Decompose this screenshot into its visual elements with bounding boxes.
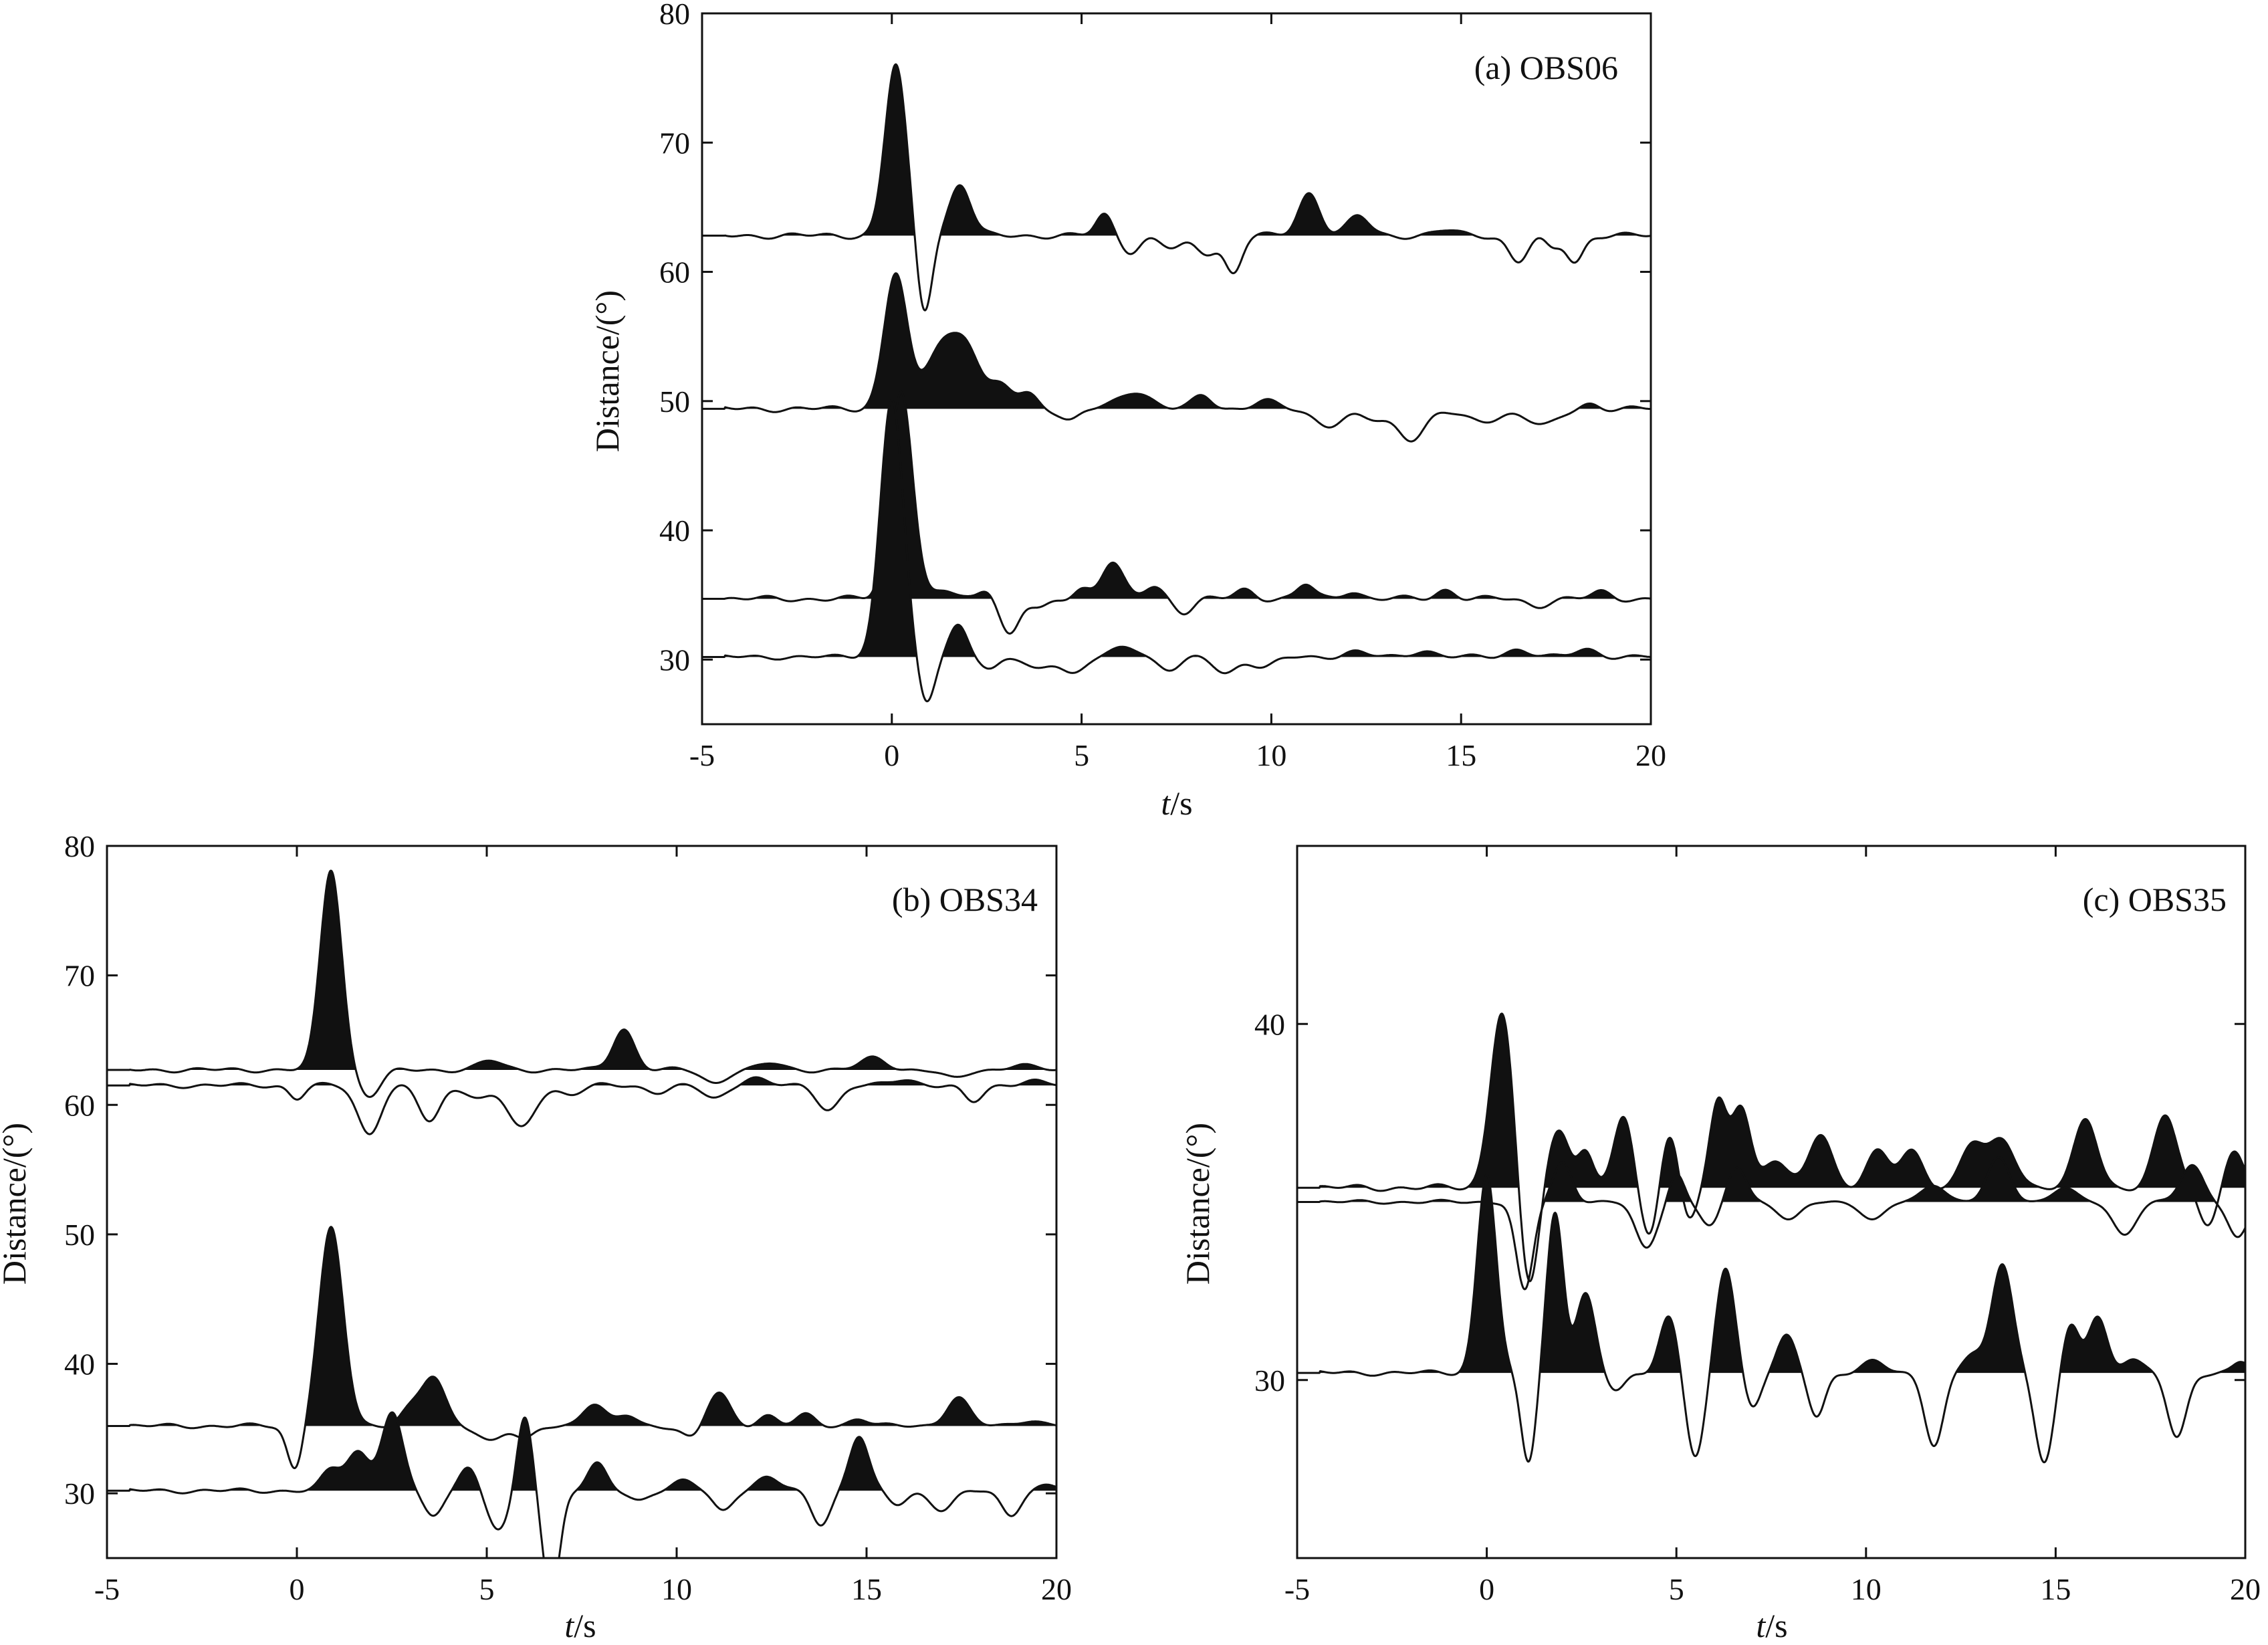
trace-group (1297, 1012, 2245, 1464)
y-axis-label: Distance/(°) (0, 1123, 33, 1285)
x-tick-label: -5 (94, 1572, 120, 1606)
x-tick-label: 0 (1479, 1572, 1494, 1606)
x-tick-label: 15 (851, 1572, 882, 1606)
x-tick-label: 5 (479, 1572, 495, 1606)
trace-fill-2 (107, 1226, 1056, 1426)
x-axis-label-unit: /s (1170, 784, 1192, 822)
y-tick-label: 80 (659, 0, 690, 31)
x-tick-label: 10 (661, 1572, 692, 1606)
x-tick-label: -5 (689, 738, 715, 772)
y-tick-label: 70 (659, 126, 690, 160)
panel-title: (a) OBS06 (1474, 49, 1618, 86)
y-tick-label: 40 (64, 1347, 95, 1382)
x-tick-label: 20 (1041, 1572, 1072, 1606)
x-tick-label: 20 (1635, 738, 1666, 772)
axis-ticks: -5 0 5 10 15 20 30 40 50 60 70 80 (64, 829, 1072, 1606)
y-tick-label: 50 (659, 385, 690, 419)
x-axis-label-unit: /s (1765, 1607, 1787, 1644)
x-tick-label: -5 (1284, 1572, 1310, 1606)
y-tick-label: 70 (64, 959, 95, 993)
trace-fill-0 (702, 64, 1651, 236)
trace-line-1 (107, 1076, 1056, 1135)
trace-line-2 (107, 1226, 1056, 1469)
trace-group (107, 869, 1056, 1558)
trace-line-0 (107, 869, 1056, 1098)
y-tick-label: 40 (1254, 1007, 1285, 1041)
y-tick-label: 40 (659, 514, 690, 548)
y-tick-label: 60 (64, 1088, 95, 1122)
panel-c-obs35: (c) OBS35 Distance/(°) t/s -5 0 5 10 15 20 30 4… (1179, 845, 2261, 1644)
trace-line-0 (1297, 1012, 2245, 1283)
x-axis-label-var: t (1756, 1607, 1766, 1644)
x-tick-label: 15 (1446, 738, 1476, 772)
seismogram-traces (107, 869, 1056, 1558)
y-tick-label: 30 (659, 643, 690, 677)
x-tick-label: 5 (1074, 738, 1089, 772)
trace-fill-2 (1297, 1174, 2245, 1374)
y-tick-label: 60 (659, 255, 690, 290)
x-axis-label: t/s (1756, 1607, 1787, 1644)
trace-fill-1 (1297, 1157, 2245, 1202)
trace-line-2 (1297, 1174, 2245, 1464)
trace-line-3 (702, 399, 1651, 703)
trace-line-2 (702, 391, 1651, 635)
trace-line-0 (702, 63, 1651, 312)
y-tick-label: 50 (64, 1218, 95, 1252)
x-tick-label: 0 (290, 1572, 305, 1606)
trace-fill-0 (107, 871, 1056, 1070)
panel-title: (b) OBS34 (892, 881, 1038, 918)
trace-fill-2 (702, 392, 1651, 599)
plot-frame (701, 12, 1652, 726)
panel-a-obs06: (a) OBS06 Distance/(°) t/s -5 0 5 10 15 20 30 4… (588, 0, 1666, 822)
panel-b-obs34: (b) OBS34 Distance/(°) t/s -5 0 5 10 15 20 30 4… (0, 829, 1072, 1644)
y-tick-label: 30 (64, 1476, 95, 1511)
y-tick-label: 80 (64, 829, 95, 863)
panel-title: (c) OBS35 (2083, 881, 2227, 918)
trace-group (702, 63, 1651, 703)
x-tick-label: 15 (2040, 1572, 2071, 1606)
x-axis-label-var: t (1161, 784, 1171, 822)
trace-fill-3 (107, 1412, 1056, 1491)
trace-fill-3 (702, 399, 1651, 657)
seismogram-traces (1297, 1012, 2245, 1464)
trace-line-3 (107, 1411, 1056, 1558)
axis-ticks: -5 0 5 10 15 20 30 40 (1254, 846, 2261, 1606)
x-axis-label-unit: /s (574, 1607, 596, 1644)
x-tick-label: 20 (2230, 1572, 2261, 1606)
x-tick-label: 0 (884, 738, 899, 772)
axis-ticks: -5 0 5 10 15 20 30 40 50 60 70 80 (659, 0, 1666, 772)
y-axis-label: Distance/(°) (1179, 1123, 1216, 1285)
y-axis-label: Distance/(°) (588, 290, 626, 452)
x-tick-label: 10 (1256, 738, 1286, 772)
x-axis-label-var: t (564, 1607, 574, 1644)
x-axis-label: t/s (564, 1607, 596, 1644)
trace-line-1 (702, 272, 1651, 443)
x-tick-label: 5 (1669, 1572, 1684, 1606)
seismogram-traces (702, 63, 1651, 703)
trace-line-1 (1297, 1156, 2245, 1291)
trace-fill-0 (1297, 1013, 2245, 1188)
x-axis-label: t/s (1161, 784, 1192, 822)
x-tick-label: 10 (1851, 1572, 1882, 1606)
trace-fill-1 (702, 273, 1651, 409)
plot-frame (106, 845, 1058, 1559)
y-tick-label: 30 (1254, 1363, 1285, 1398)
